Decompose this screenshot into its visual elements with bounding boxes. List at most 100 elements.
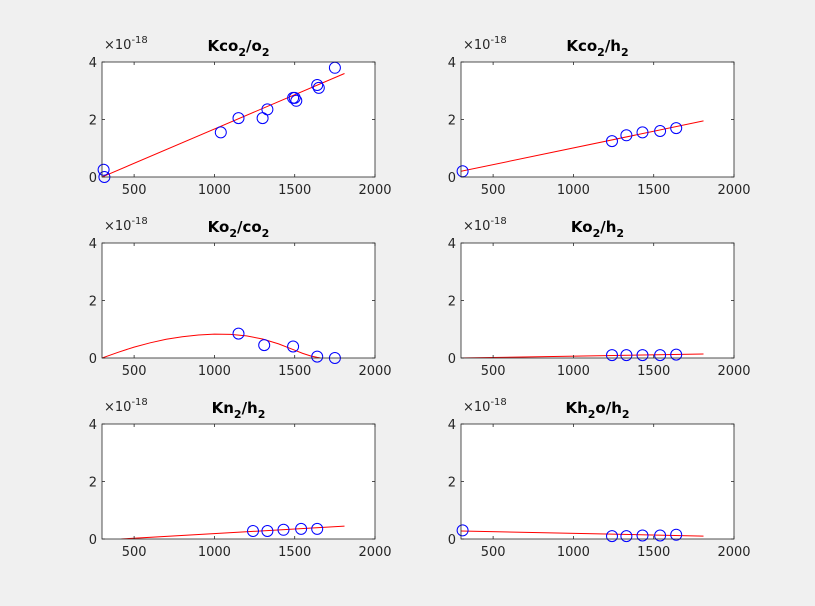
fit-line [121, 525, 345, 539]
plot-area [461, 530, 704, 537]
y-tick-label: 2 [448, 476, 456, 491]
data-point [456, 524, 469, 537]
data-point [636, 529, 649, 542]
data-point [620, 530, 633, 543]
data-point [214, 126, 227, 139]
title-text: Kco [208, 37, 239, 55]
subplot-title: Kn2/h2 [212, 399, 266, 421]
data-point [311, 350, 324, 363]
y-tick-label: 0 [89, 171, 97, 186]
y-exponent-base: ×10 [463, 38, 490, 53]
fit-line [461, 120, 704, 172]
title-text: Kco [566, 37, 597, 55]
data-point [277, 523, 290, 536]
data-point [654, 349, 667, 362]
data-point [606, 530, 618, 543]
title-text: /h [242, 399, 258, 417]
data-point [312, 81, 325, 94]
title-subscript: 2 [229, 227, 237, 240]
x-tick-label: 1500 [278, 364, 311, 379]
data-point [288, 91, 301, 104]
x-tick-label: 500 [481, 183, 506, 198]
x-tick-label: 1500 [637, 183, 670, 198]
y-exponent-label: ×10-18 [104, 35, 148, 53]
y-tick-label: 0 [89, 533, 97, 548]
data-point [232, 327, 245, 340]
data-point [311, 522, 324, 535]
x-tick-label: 1000 [557, 545, 590, 560]
y-exponent-base: ×10 [104, 219, 131, 234]
title-text: Kh [565, 399, 587, 417]
title-subscript: 2 [597, 46, 605, 59]
x-tick-label: 2000 [358, 545, 391, 560]
title-subscript: 2 [621, 46, 629, 59]
y-tick-label: 2 [89, 295, 97, 310]
data-point [311, 79, 324, 91]
subplot-title: Kh2o/h2 [565, 399, 629, 421]
x-tick-label: 500 [122, 545, 147, 560]
title-subscript: 2 [593, 227, 601, 240]
title-text: /co [237, 218, 262, 236]
y-exponent-label: ×10-18 [463, 397, 507, 415]
y-tick-label: 4 [448, 418, 456, 433]
y-exponent-label: ×10-18 [463, 35, 507, 53]
x-tick-label: 500 [481, 364, 506, 379]
y-tick-label: 2 [89, 476, 97, 491]
y-exponent-base: ×10 [463, 400, 490, 415]
title-subscript: 2 [262, 227, 270, 240]
y-tick-label: 2 [448, 114, 456, 129]
y-exponent-power: -18 [490, 35, 506, 46]
plot-area [461, 353, 704, 358]
y-tick-label: 0 [89, 352, 97, 367]
y-tick-label: 4 [448, 237, 456, 252]
data-point [670, 348, 683, 361]
plot-area [102, 333, 321, 358]
y-exponent-label: ×10-18 [463, 216, 507, 234]
title-text: /h [605, 37, 621, 55]
title-subscript: 2 [622, 408, 630, 421]
x-tick-label: 2000 [358, 183, 391, 198]
title-subscript: 2 [616, 227, 624, 240]
x-tick-label: 1500 [278, 183, 311, 198]
title-subscript: 2 [258, 408, 266, 421]
x-tick-label: 2000 [358, 364, 391, 379]
plot-area [102, 73, 345, 177]
title-subscript: 2 [238, 46, 246, 59]
y-exponent-power: -18 [490, 397, 506, 408]
y-exponent-label: ×10-18 [104, 216, 148, 234]
x-tick-label: 500 [122, 183, 147, 198]
y-exponent-base: ×10 [463, 219, 490, 234]
fit-line [102, 73, 345, 177]
data-point [606, 135, 618, 148]
title-text: Ko [208, 218, 230, 236]
data-point [620, 129, 633, 142]
y-tick-label: 4 [448, 56, 456, 71]
subplot-title: Kco2/o2 [208, 37, 270, 59]
data-point [287, 340, 300, 353]
y-tick-label: 4 [89, 418, 97, 433]
data-point [654, 125, 667, 137]
x-tick-label: 2000 [717, 545, 750, 560]
fit-line [102, 333, 321, 358]
title-text: /h [600, 218, 616, 236]
title-text: Kn [212, 399, 234, 417]
y-tick-label: 0 [448, 533, 456, 548]
x-tick-label: 1000 [198, 545, 231, 560]
data-point [295, 522, 308, 535]
data-point [636, 349, 649, 362]
y-exponent-base: ×10 [104, 400, 131, 415]
x-tick-label: 1000 [557, 183, 590, 198]
title-text: o/h [595, 399, 621, 417]
subplot-title: Ko2/h2 [571, 218, 624, 240]
axes-background [461, 243, 734, 358]
x-tick-label: 1000 [557, 364, 590, 379]
y-tick-label: 0 [448, 352, 456, 367]
y-tick-label: 4 [89, 56, 97, 71]
x-tick-label: 2000 [717, 183, 750, 198]
